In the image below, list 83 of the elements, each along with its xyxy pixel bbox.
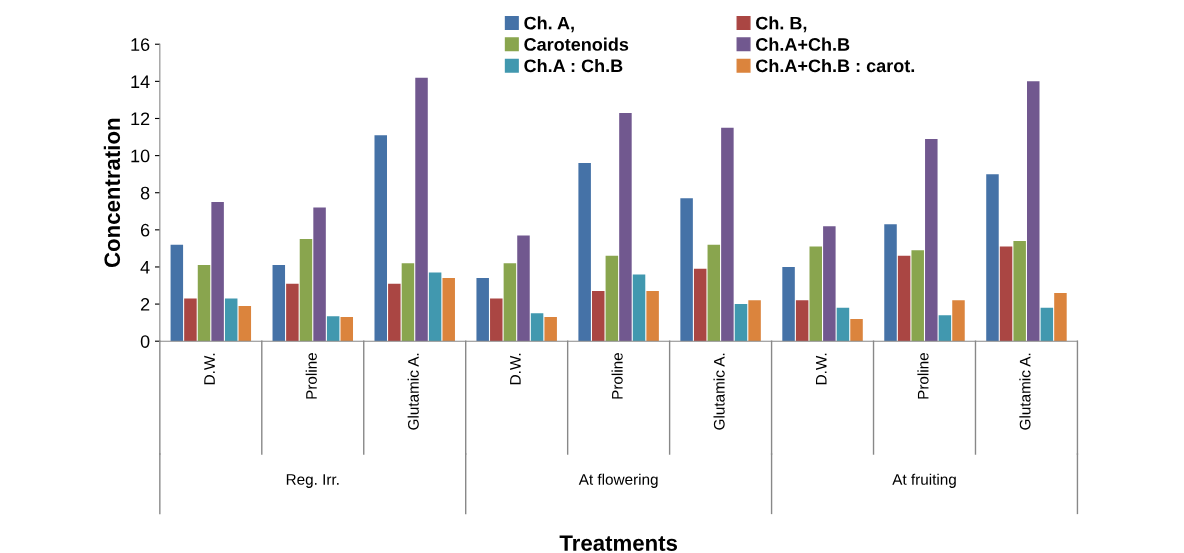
bar bbox=[1040, 307, 1054, 342]
y-tick-label: 8 bbox=[140, 186, 150, 200]
bar bbox=[170, 244, 184, 342]
y-tick-label: 0 bbox=[140, 335, 150, 348]
bar bbox=[340, 317, 354, 342]
bar bbox=[707, 244, 721, 342]
bar bbox=[721, 127, 734, 342]
bar bbox=[197, 265, 211, 342]
bar bbox=[925, 138, 938, 342]
y-tick-label: 2 bbox=[140, 298, 150, 311]
bar bbox=[693, 268, 707, 342]
bar bbox=[680, 198, 693, 342]
bar bbox=[897, 255, 911, 342]
bar bbox=[632, 274, 646, 342]
bar bbox=[619, 112, 632, 342]
bar bbox=[1013, 240, 1026, 342]
bar bbox=[184, 298, 197, 342]
legend-label: Carotenoids bbox=[524, 37, 629, 51]
bar bbox=[544, 317, 557, 342]
bar bbox=[592, 291, 605, 342]
legend-label: Ch. A, bbox=[524, 16, 574, 33]
legend-label: Ch.A+Ch.B : carot. bbox=[756, 58, 915, 73]
y-tick-label: 10 bbox=[131, 149, 150, 163]
y-tick-label: 14 bbox=[131, 75, 150, 88]
y-tick-label: 16 bbox=[131, 38, 150, 51]
bar bbox=[286, 283, 299, 342]
bar bbox=[809, 246, 823, 342]
x-tick-label: Glutamic A. bbox=[713, 353, 725, 430]
bar bbox=[1027, 81, 1040, 342]
bar bbox=[490, 298, 503, 342]
bar bbox=[795, 300, 809, 342]
y-tick-label: 4 bbox=[140, 261, 150, 274]
legend-label: Ch. B, bbox=[756, 16, 807, 33]
bar bbox=[388, 283, 401, 342]
bar bbox=[517, 235, 530, 342]
bar bbox=[748, 300, 761, 342]
text: At flowering bbox=[578, 473, 658, 488]
bar bbox=[530, 313, 544, 342]
text: Reg. Irr. bbox=[286, 474, 339, 488]
bar bbox=[299, 239, 313, 342]
bar bbox=[224, 298, 238, 342]
bar bbox=[313, 207, 326, 342]
bar bbox=[782, 266, 795, 342]
bar bbox=[476, 278, 489, 342]
y-axis-title: Concentration bbox=[103, 118, 121, 268]
y-tick-label: 12 bbox=[131, 112, 150, 126]
x-tick-label: Proline bbox=[611, 352, 623, 399]
bar bbox=[823, 226, 836, 342]
x-tick-label: D.W. bbox=[815, 353, 827, 385]
bar bbox=[646, 291, 659, 342]
bar bbox=[605, 255, 619, 342]
bar bbox=[911, 250, 924, 342]
x-tick-label: Proline bbox=[305, 352, 317, 399]
bar bbox=[986, 174, 999, 342]
bar bbox=[836, 307, 850, 342]
bar bbox=[1054, 292, 1067, 342]
bar bbox=[428, 272, 442, 342]
x-tick-label: Glutamic A. bbox=[1019, 353, 1031, 430]
bar bbox=[326, 316, 340, 342]
bar bbox=[415, 77, 428, 342]
bar bbox=[272, 265, 286, 342]
x-tick-label: D.W. bbox=[204, 353, 215, 385]
bar bbox=[401, 263, 415, 342]
bar bbox=[999, 246, 1013, 342]
bar bbox=[734, 304, 748, 342]
x-axis-title: Treatments bbox=[559, 535, 678, 551]
bar bbox=[884, 224, 897, 342]
bar bbox=[442, 278, 455, 342]
bar bbox=[374, 135, 387, 342]
bar bbox=[503, 263, 517, 342]
y-tick-label: 6 bbox=[140, 223, 150, 237]
bar bbox=[938, 315, 952, 342]
x-tick-label: Glutamic A. bbox=[407, 353, 419, 430]
bar bbox=[850, 318, 863, 342]
x-tick-label: D.W. bbox=[510, 353, 521, 385]
legend-label: Ch.A+Ch.B bbox=[756, 37, 850, 51]
bar bbox=[578, 163, 591, 342]
bar bbox=[238, 305, 252, 342]
x-tick-label: Proline bbox=[917, 352, 929, 399]
legend-label: Ch.A : Ch.B bbox=[524, 58, 623, 73]
text: At fruiting bbox=[892, 473, 956, 488]
bar bbox=[211, 202, 224, 342]
bar bbox=[952, 300, 965, 342]
